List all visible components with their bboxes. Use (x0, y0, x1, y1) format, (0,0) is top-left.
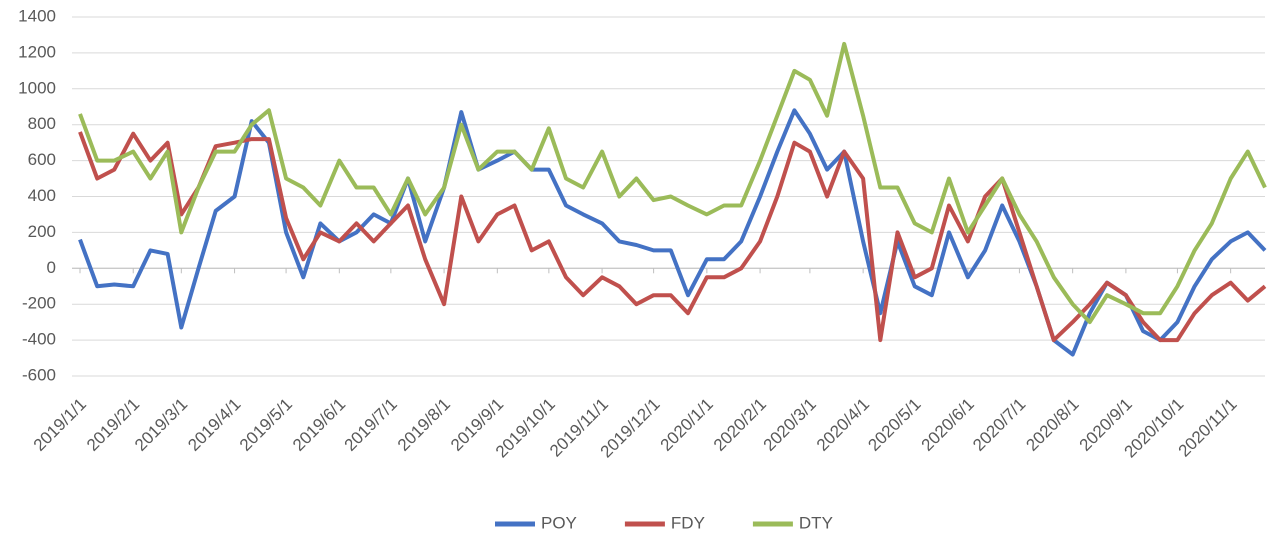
x-tick-label: 2020/1/1 (657, 395, 717, 455)
x-tick-label: 2020/8/1 (1022, 395, 1082, 455)
y-tick-label: 200 (28, 222, 56, 241)
y-tick-label: 0 (47, 258, 56, 277)
x-tick-label: 2019/1/1 (30, 395, 90, 455)
x-tick-label: 2019/8/1 (394, 395, 454, 455)
x-tick-label: 2020/7/1 (969, 395, 1029, 455)
legend-label: DTY (799, 513, 833, 532)
y-tick-label: -600 (22, 365, 56, 384)
x-tick-label: 2019/7/1 (341, 395, 401, 455)
y-tick-label: 600 (28, 150, 56, 169)
y-tick-label: 400 (28, 186, 56, 205)
y-tick-label: 1400 (18, 6, 56, 25)
legend-label: POY (541, 513, 577, 532)
x-tick-label: 2019/6/1 (289, 395, 349, 455)
x-tick-label: 2020/2/1 (710, 395, 770, 455)
x-tick-label: 2020/4/1 (813, 395, 873, 455)
x-tick-label: 2020/5/1 (864, 395, 924, 455)
x-tick-label: 2020/11/1 (1175, 395, 1241, 461)
x-tick-label: 2020/6/1 (918, 395, 978, 455)
x-tick-label: 2019/4/1 (184, 395, 244, 455)
x-tick-label: 2019/3/1 (131, 395, 191, 455)
y-tick-label: -400 (22, 330, 56, 349)
y-tick-label: 800 (28, 114, 56, 133)
y-tick-label: 1000 (18, 78, 56, 97)
series-line (78, 41, 1267, 325)
x-tick-label: 2019/5/1 (236, 395, 296, 455)
series-line (78, 131, 1267, 343)
legend-label: FDY (671, 513, 705, 532)
x-tick-label: 2020/3/1 (760, 395, 820, 455)
y-tick-label: -200 (22, 294, 56, 313)
y-tick-label: 1200 (18, 42, 56, 61)
